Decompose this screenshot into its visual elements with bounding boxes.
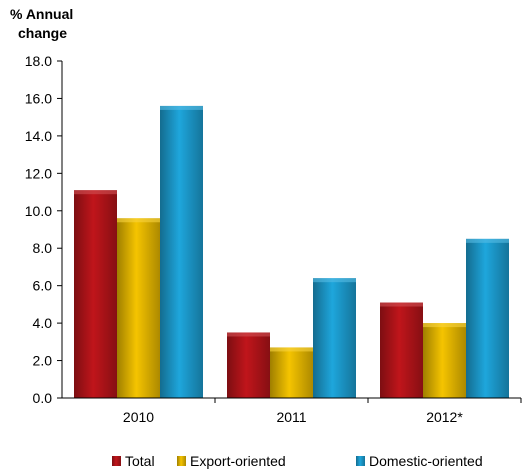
y-tick-label: 14.0 — [25, 128, 52, 144]
bar-total-2010 — [74, 190, 117, 398]
y-tick-label: 12.0 — [25, 165, 52, 181]
legend-swatch-domestic-oriented — [356, 456, 365, 466]
y-tick-label: 8.0 — [33, 240, 53, 256]
bar-top-highlight — [270, 347, 313, 352]
bar-export-oriented-2011 — [270, 347, 313, 398]
y-tick-label: 18.0 — [25, 53, 52, 69]
y-tick-label: 10.0 — [25, 203, 52, 219]
bar-domestic-oriented-2011 — [313, 278, 356, 398]
bar-domestic-oriented-2010 — [160, 105, 203, 398]
bar-total-2011 — [227, 332, 270, 398]
legend-swatch-export-oriented — [177, 456, 186, 466]
bar-top-highlight — [160, 105, 203, 110]
bar-domestic-oriented-2012 — [466, 238, 509, 398]
y-tick-label: 16.0 — [25, 90, 52, 106]
x-tick-label: 2012* — [426, 409, 463, 425]
bar-top-highlight — [466, 238, 509, 243]
bar-top-highlight — [227, 332, 270, 337]
bar-top-highlight — [117, 218, 160, 223]
y-tick-label: 6.0 — [33, 278, 53, 294]
legend: Total Export-oriented Domestic-oriented — [112, 453, 483, 469]
bar-export-oriented-2012 — [423, 323, 466, 398]
bar-total-2012 — [380, 302, 423, 398]
y-axis-title-line-2: change — [18, 25, 67, 41]
bar-top-highlight — [380, 302, 423, 307]
bar-top-highlight — [74, 190, 117, 195]
x-tick-label: 2011 — [276, 409, 306, 425]
bar-export-oriented-2010 — [117, 218, 160, 398]
y-tick-label: 0.0 — [33, 390, 53, 406]
legend-label-export-oriented: Export-oriented — [190, 453, 286, 469]
bar-top-highlight — [423, 323, 466, 328]
legend-label-total: Total — [125, 453, 155, 469]
bar-top-highlight — [313, 278, 356, 283]
x-tick-label: 2010 — [123, 409, 154, 425]
y-tick-label: 4.0 — [33, 315, 53, 331]
y-axis-title-line-1: % Annual — [10, 6, 73, 22]
y-tick-label: 2.0 — [33, 353, 53, 369]
legend-swatch-total — [112, 456, 121, 466]
legend-label-domestic-oriented: Domestic-oriented — [369, 453, 483, 469]
